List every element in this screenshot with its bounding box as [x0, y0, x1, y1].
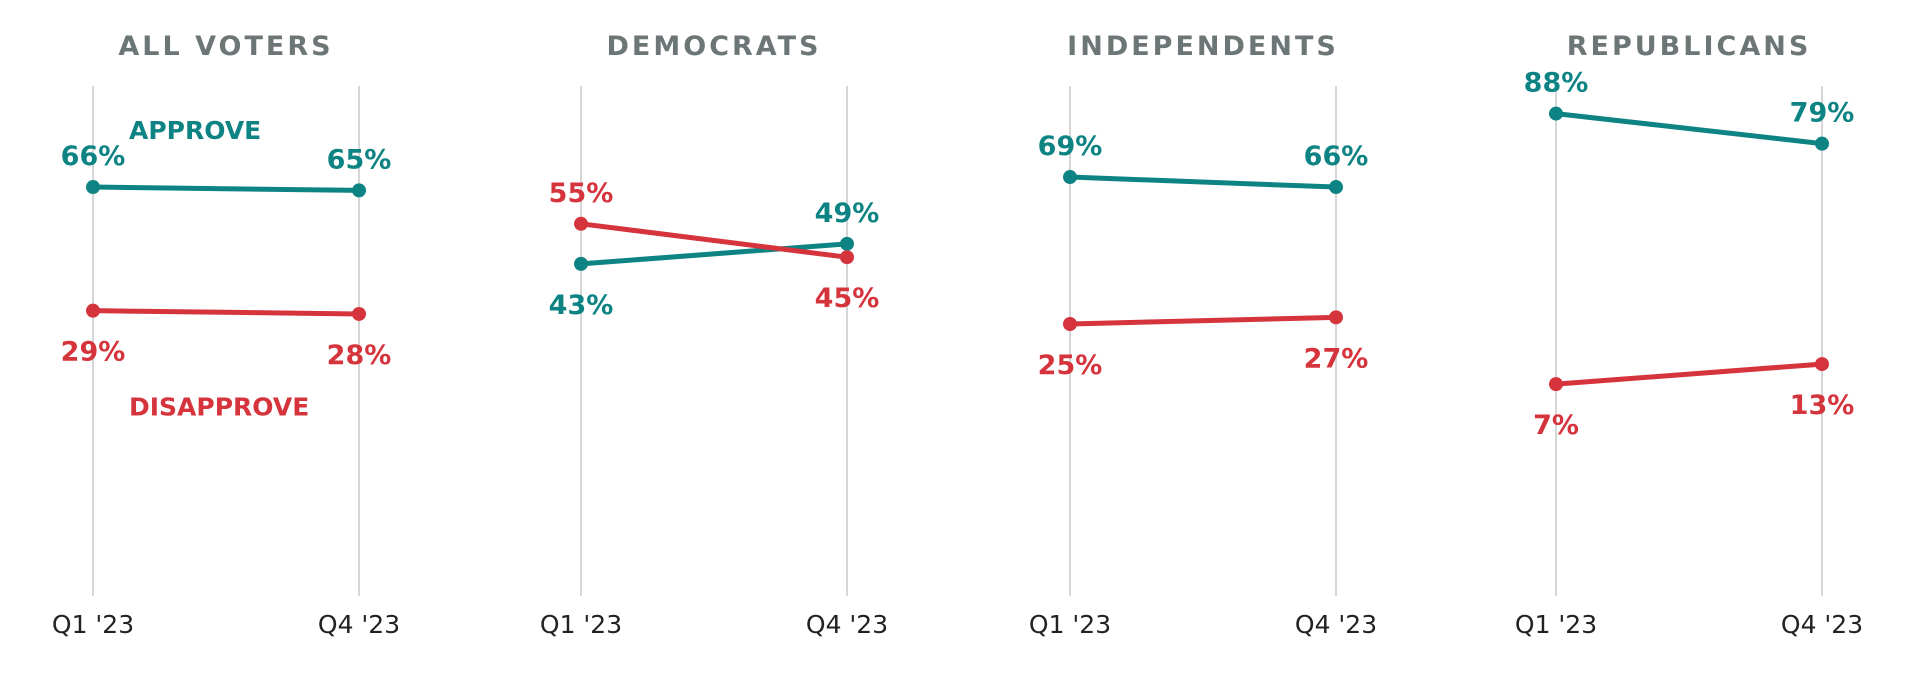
data-label: 66%	[1304, 141, 1369, 172]
series-line	[1067, 314, 1339, 327]
series-approve: 69% 66%	[1038, 131, 1369, 195]
panel-all-voters: ALL VOTERS Q1 '23 Q4 '23 66% 65% APPROVE 29% 28…	[52, 31, 400, 639]
data-label: 66%	[61, 141, 126, 172]
data-label: 7%	[1533, 410, 1579, 441]
data-point	[1063, 317, 1077, 331]
data-label: 13%	[1790, 390, 1855, 421]
series-name-label: DISAPPROVE	[129, 393, 309, 422]
series-line	[578, 221, 850, 260]
panel-republicans: REPUBLICANS Q1 '23 Q4 '23 88% 79% 7% 13%	[1515, 31, 1863, 639]
x-tick-label: Q4 '23	[318, 610, 400, 639]
series-approve: 88% 79%	[1524, 68, 1855, 151]
data-point	[574, 216, 588, 231]
data-label: 79%	[1790, 98, 1855, 129]
data-point	[1815, 136, 1829, 151]
data-label: 45%	[815, 283, 880, 314]
data-point	[1329, 180, 1343, 195]
series-approve: 66% 65% APPROVE	[61, 116, 392, 198]
data-point	[1549, 106, 1563, 121]
data-point	[1329, 310, 1343, 325]
panel-title: ALL VOTERS	[118, 31, 333, 62]
x-tick-label: Q1 '23	[540, 610, 622, 639]
data-label: 29%	[61, 337, 126, 368]
series-name-label: APPROVE	[129, 116, 261, 145]
series-line	[1067, 174, 1339, 190]
x-tick-label: Q1 '23	[1515, 610, 1597, 639]
data-label: 25%	[1038, 350, 1103, 381]
series-approve: 43% 49%	[549, 198, 880, 321]
x-tick-label: Q1 '23	[1029, 610, 1111, 639]
series-line	[1553, 111, 1825, 147]
data-label: 88%	[1524, 68, 1589, 99]
data-point	[574, 256, 588, 271]
panel-democrats: DEMOCRATS Q1 '23 Q4 '23 43% 49% 55% 45%	[540, 31, 888, 639]
data-label: 69%	[1038, 131, 1103, 162]
x-tick-label: Q1 '23	[52, 610, 134, 639]
series-line	[578, 241, 850, 267]
data-label: 55%	[549, 178, 614, 209]
series-disapprove: 7% 13%	[1533, 357, 1854, 441]
panel-title: DEMOCRATS	[607, 31, 822, 62]
data-point	[86, 303, 100, 318]
x-tick-label: Q4 '23	[806, 610, 888, 639]
data-point	[352, 306, 366, 321]
panel-independents: INDEPENDENTS Q1 '23 Q4 '23 69% 66% 25% 27%	[1029, 31, 1377, 639]
series-line	[1553, 361, 1825, 387]
data-point	[1815, 357, 1829, 372]
data-point	[86, 180, 100, 195]
data-point	[840, 250, 854, 265]
data-label: 65%	[327, 144, 392, 175]
series-disapprove: 25% 27%	[1038, 310, 1369, 381]
data-label: 43%	[549, 290, 614, 321]
data-label: 27%	[1304, 343, 1369, 374]
panel-title: INDEPENDENTS	[1067, 31, 1339, 62]
data-point	[1063, 170, 1077, 185]
data-point	[352, 183, 366, 198]
data-label: 49%	[815, 198, 880, 229]
data-label: 28%	[327, 340, 392, 371]
panel-title: REPUBLICANS	[1567, 31, 1812, 62]
series-line	[90, 308, 362, 317]
x-tick-label: Q4 '23	[1295, 610, 1377, 639]
series-line	[90, 184, 362, 193]
series-disapprove: 29% 28% DISAPPROVE	[61, 303, 392, 422]
series-disapprove: 55% 45%	[549, 178, 880, 314]
data-point	[1549, 377, 1563, 392]
data-point	[840, 236, 854, 251]
x-tick-label: Q4 '23	[1781, 610, 1863, 639]
